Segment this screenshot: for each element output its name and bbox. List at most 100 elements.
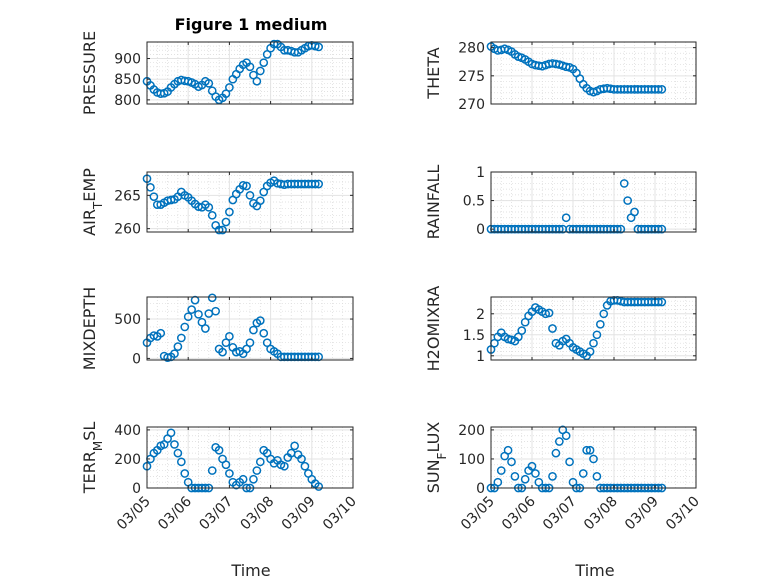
data-point: [300, 461, 310, 471]
subplot-1: 800 850 900 PRESSURE: [80, 31, 354, 115]
data-point: [548, 472, 557, 481]
data-point: [170, 349, 179, 359]
y-tick-label: 1: [476, 165, 485, 181]
data-point: [585, 347, 595, 356]
data-point: [183, 312, 193, 322]
data-point: [517, 326, 527, 335]
data-point: [582, 445, 592, 455]
axes-box: [146, 426, 354, 489]
data-point: [180, 469, 190, 478]
y-tick-label: 800: [114, 93, 141, 109]
y-axis-label: PRESSURE: [80, 31, 99, 115]
data-point: [201, 324, 210, 333]
axes-box: [146, 296, 354, 361]
data-point: [310, 41, 320, 51]
data-point: [541, 309, 551, 319]
y-axis-label: H2OMIXRA: [424, 286, 443, 372]
data-point: [166, 195, 176, 205]
data-point: [496, 466, 506, 475]
data-point: [592, 330, 602, 340]
axes-box: [490, 296, 697, 361]
data-point: [211, 306, 221, 316]
data-point: [238, 180, 248, 190]
data-point: [204, 78, 214, 88]
x-tick-label: 03/10: [320, 494, 360, 534]
x-tick-label: 03/07: [540, 494, 580, 534]
series-markers: [142, 39, 324, 105]
y-tick-label: 900: [114, 52, 141, 68]
y-tick-label: 100: [458, 452, 485, 468]
axes-box: [490, 426, 697, 489]
data-point: [170, 440, 179, 449]
data-point: [310, 179, 320, 189]
data-point: [221, 338, 231, 348]
subplot-8: 0 100 200 03/05 03/06 03/07 03/08 03/09 03/10 SUN…: [424, 422, 703, 534]
data-point: [513, 332, 523, 342]
y-axis-label: TERRMSL: [80, 422, 105, 495]
data-point: [592, 472, 602, 481]
data-point: [173, 342, 183, 351]
data-point: [218, 347, 227, 357]
data-point: [527, 461, 537, 471]
data-point: [249, 325, 258, 335]
data-point: [259, 328, 269, 338]
data-point: [589, 454, 598, 464]
data-point: [218, 225, 227, 235]
y-axis-label: SUNFLUX: [424, 422, 449, 494]
x-tick-label: 03/06: [499, 493, 539, 533]
y-tick-label: 275: [458, 69, 485, 85]
data-point: [657, 224, 667, 234]
x-tick-label: 03/06: [155, 493, 195, 533]
data-point: [245, 338, 255, 348]
data-point: [242, 181, 251, 191]
y-tick-label: 0: [132, 351, 141, 367]
y-tick-label: 260: [114, 222, 141, 238]
subplot-2: 270 275 280 THETA: [424, 41, 697, 113]
data-point: [252, 76, 262, 86]
minor-grid: [491, 171, 696, 232]
data-point: [225, 207, 234, 217]
data-point: [204, 202, 214, 212]
data-point: [599, 309, 609, 319]
data-point: [149, 192, 159, 202]
data-point: [245, 190, 255, 200]
subplot-3: 260 265 AIRTEMP: [80, 168, 354, 238]
data-point: [166, 428, 176, 438]
y-tick-label: 200: [114, 452, 141, 468]
data-point: [180, 322, 190, 332]
data-point: [207, 293, 217, 303]
series-markers: [142, 174, 324, 235]
y-tick-label: 0: [476, 222, 485, 238]
x-tick-label: 03/07: [196, 494, 236, 534]
data-point: [249, 474, 258, 484]
data-point: [214, 445, 224, 455]
axes-box: [490, 41, 697, 105]
y-axis-label: MIXDEPTH: [80, 287, 99, 370]
data-point: [173, 448, 183, 458]
data-point: [503, 445, 513, 455]
data-point: [255, 316, 265, 325]
data-point: [619, 179, 629, 188]
data-point: [207, 210, 217, 220]
y-tick-label: 270: [458, 97, 485, 113]
data-point: [554, 437, 564, 446]
data-point: [252, 466, 262, 475]
data-point: [187, 305, 196, 314]
data-point: [176, 457, 186, 467]
data-point: [630, 207, 639, 217]
data-point: [314, 482, 324, 491]
data-point: [657, 84, 667, 94]
right-x-axis-label: Time: [574, 561, 614, 580]
series-markers: [486, 42, 667, 97]
data-point: [314, 42, 324, 52]
y-axis-label: AIRTEMP: [80, 168, 105, 236]
data-point: [548, 324, 557, 333]
data-point: [654, 84, 663, 94]
data-point: [510, 472, 520, 481]
data-point: [561, 431, 571, 441]
y-tick-label: 2: [476, 307, 485, 323]
data-point: [493, 477, 503, 487]
x-tick-label: 03/08: [238, 494, 278, 534]
data-point: [255, 196, 265, 206]
series-markers: [142, 428, 324, 493]
